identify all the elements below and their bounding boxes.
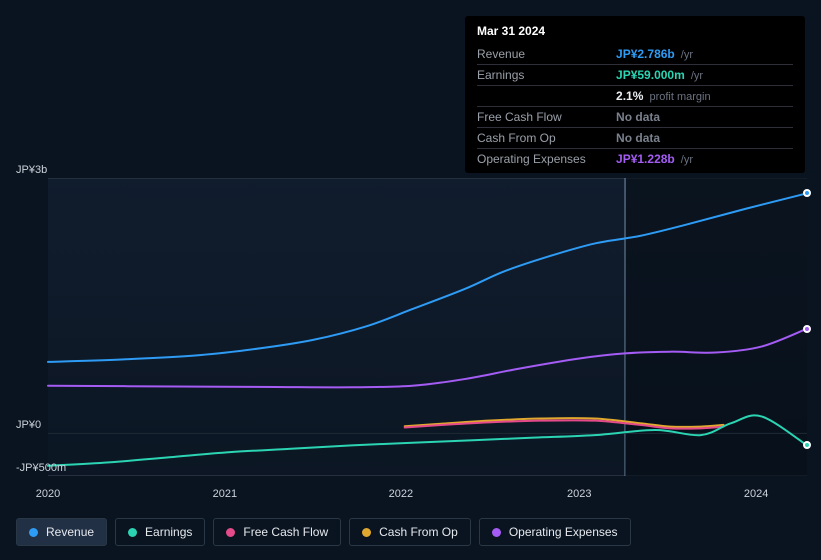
legend-dot-icon — [226, 528, 235, 537]
tooltip-row-value: No data — [616, 107, 793, 128]
legend-item-earnings[interactable]: Earnings — [115, 518, 205, 546]
y-tick-label: -JP¥500m — [16, 462, 66, 474]
legend-label: Revenue — [46, 525, 94, 539]
tooltip-row: Operating ExpensesJP¥1.228b /yr — [477, 149, 793, 170]
x-tick-label: 2022 — [381, 488, 421, 500]
tooltip-row-label — [477, 86, 616, 107]
tooltip-row-label: Earnings — [477, 65, 616, 86]
tooltip-row-value: 2.1% profit margin — [616, 86, 793, 107]
hover-vline — [625, 178, 626, 476]
tooltip-row-value: JP¥1.228b /yr — [616, 149, 793, 170]
tooltip-row-value: JP¥59.000m /yr — [616, 65, 793, 86]
tooltip-row-label: Free Cash Flow — [477, 107, 616, 128]
x-tick-label: 2021 — [205, 488, 245, 500]
legend-label: Free Cash Flow — [243, 525, 328, 539]
financials-chart: JP¥3b JP¥0 -JP¥500m 2020 2021 2022 2023 2024 M… — [0, 0, 821, 560]
series-end-marker — [803, 189, 811, 197]
x-tick-label: 2020 — [28, 488, 68, 500]
legend-item-revenue[interactable]: Revenue — [16, 518, 107, 546]
legend-label: Operating Expenses — [509, 525, 618, 539]
tooltip-row: EarningsJP¥59.000m /yr — [477, 65, 793, 86]
legend-dot-icon — [362, 528, 371, 537]
tooltip-row: Free Cash FlowNo data — [477, 107, 793, 128]
tooltip-row-label: Revenue — [477, 44, 616, 65]
legend-item-cfo[interactable]: Cash From Op — [349, 518, 471, 546]
legend-item-opex[interactable]: Operating Expenses — [479, 518, 631, 546]
hover-tooltip: Mar 31 2024 RevenueJP¥2.786b /yrEarnings… — [465, 16, 805, 173]
tooltip-row: Cash From OpNo data — [477, 128, 793, 149]
tooltip-row-value: No data — [616, 128, 793, 149]
legend-dot-icon — [29, 528, 38, 537]
legend-label: Earnings — [145, 525, 192, 539]
tooltip-row-value: JP¥2.786b /yr — [616, 44, 793, 65]
legend-item-fcf[interactable]: Free Cash Flow — [213, 518, 341, 546]
x-tick-label: 2023 — [559, 488, 599, 500]
series-end-marker — [803, 441, 811, 449]
tooltip-row: 2.1% profit margin — [477, 86, 793, 107]
tooltip-table: RevenueJP¥2.786b /yrEarningsJP¥59.000m /… — [477, 44, 793, 169]
legend-dot-icon — [128, 528, 137, 537]
tooltip-row-label: Operating Expenses — [477, 149, 616, 170]
series-end-marker — [803, 325, 811, 333]
y-tick-label: JP¥3b — [16, 164, 47, 176]
legend: Revenue Earnings Free Cash Flow Cash From O… — [16, 518, 631, 546]
tooltip-date: Mar 31 2024 — [477, 24, 793, 44]
legend-dot-icon — [492, 528, 501, 537]
legend-label: Cash From Op — [379, 525, 458, 539]
tooltip-row: RevenueJP¥2.786b /yr — [477, 44, 793, 65]
y-tick-label: JP¥0 — [16, 419, 41, 431]
x-tick-label: 2024 — [736, 488, 776, 500]
tooltip-row-label: Cash From Op — [477, 128, 616, 149]
